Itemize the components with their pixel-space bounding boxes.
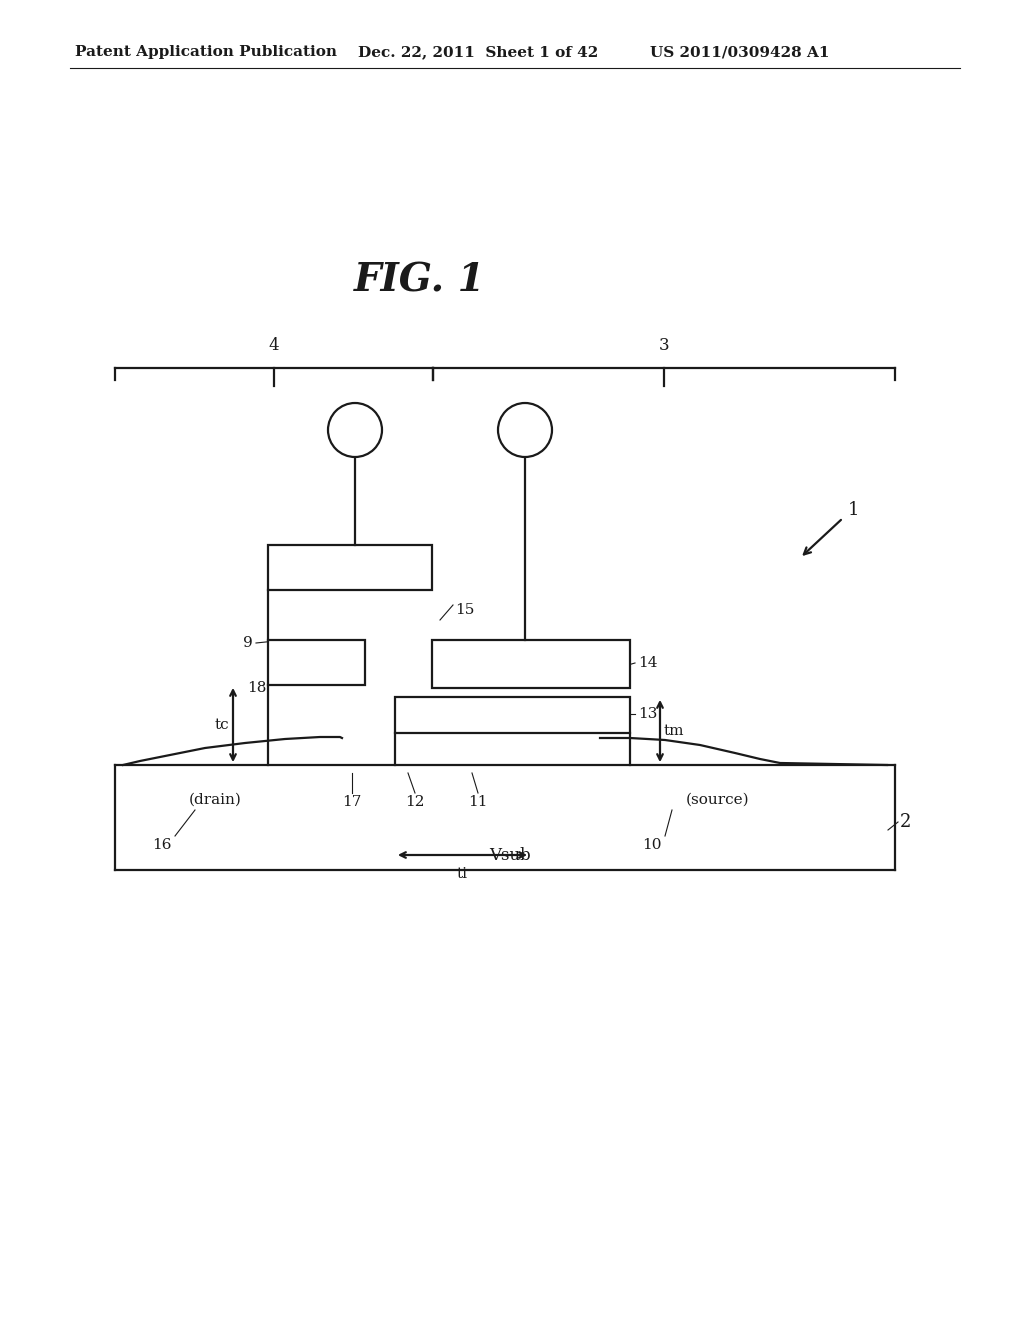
Text: tc: tc	[214, 718, 229, 733]
Bar	[268, 545, 432, 590]
Text: Dec. 22, 2011  Sheet 1 of 42: Dec. 22, 2011 Sheet 1 of 42	[358, 45, 598, 59]
Text: 14: 14	[638, 656, 657, 671]
Text: 1: 1	[848, 502, 859, 519]
Text: Vmg: Vmg	[508, 422, 543, 437]
Text: Patent Application Publication: Patent Application Publication	[75, 45, 337, 59]
Bar	[432, 640, 630, 688]
Text: 2: 2	[900, 813, 911, 832]
Text: 12: 12	[406, 795, 425, 809]
Text: 13: 13	[638, 708, 657, 721]
Text: (drain): (drain)	[188, 793, 242, 807]
Text: Vsub: Vsub	[489, 846, 530, 863]
Circle shape	[498, 403, 552, 457]
Text: 11: 11	[468, 795, 487, 809]
Circle shape	[328, 403, 382, 457]
Text: 9: 9	[244, 636, 253, 649]
Text: (source): (source)	[686, 793, 750, 807]
Text: tm: tm	[664, 723, 684, 738]
Text: 18: 18	[247, 681, 266, 696]
Text: 10: 10	[642, 838, 662, 851]
Text: 17: 17	[342, 795, 361, 809]
Text: 3: 3	[658, 337, 670, 354]
Text: FIG. 1: FIG. 1	[354, 261, 485, 300]
Text: US 2011/0309428 A1: US 2011/0309428 A1	[650, 45, 829, 59]
Bar	[395, 697, 630, 733]
Text: ti: ti	[457, 867, 468, 880]
Text: 15: 15	[455, 603, 474, 616]
Bar	[268, 640, 365, 685]
Text: 4: 4	[268, 337, 280, 354]
Text: Vcg: Vcg	[340, 422, 370, 437]
Text: 16: 16	[153, 838, 172, 851]
